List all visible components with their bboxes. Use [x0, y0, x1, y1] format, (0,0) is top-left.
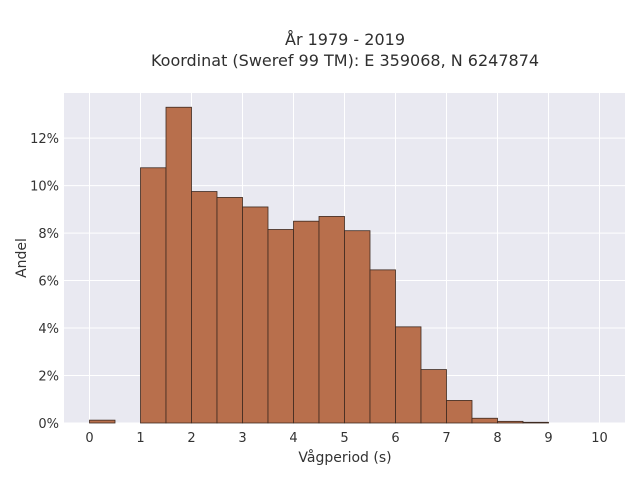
x-tick-label: 7: [442, 431, 450, 446]
chart-title-line1: År 1979 - 2019: [285, 30, 405, 49]
histogram-bar: [446, 400, 473, 424]
y-tick-label: 12%: [30, 132, 59, 147]
x-axis-label: Vågperiod (s): [298, 449, 391, 466]
histogram-bar: [522, 421, 549, 424]
y-axis-label: Andel: [14, 238, 30, 278]
x-tick-label: 9: [544, 431, 552, 446]
x-axis-ticks: 0 1 2 3 4 5 6 7 8 9 10: [85, 431, 607, 446]
histogram-bar: [497, 420, 524, 424]
histogram-bar: [191, 191, 218, 424]
histogram-bar: [471, 417, 498, 424]
x-tick-label: 0: [85, 431, 93, 446]
histogram-bar: [165, 106, 192, 424]
histogram-bar: [395, 326, 422, 424]
x-tick-label: 6: [391, 431, 399, 446]
x-tick-label: 5: [340, 431, 348, 446]
histogram-bar: [344, 230, 371, 424]
y-tick-label: 2%: [38, 370, 59, 385]
histogram-bar: [420, 369, 447, 424]
y-tick-label: 0%: [38, 417, 59, 432]
histogram-bar: [242, 206, 269, 424]
histogram-bar: [140, 167, 167, 424]
x-tick-label: 10: [591, 431, 608, 446]
y-axis-ticks: 0% 2% 4% 6% 8% 10% 12%: [30, 132, 59, 432]
y-tick-label: 4%: [38, 322, 59, 337]
histogram-bar: [267, 229, 294, 424]
histogram-bar: [89, 419, 116, 424]
x-tick-label: 8: [493, 431, 501, 446]
chart-title-line2: Koordinat (Sweref 99 TM): E 359068, N 62…: [151, 51, 539, 70]
histogram-bar: [369, 269, 396, 424]
x-tick-label: 2: [187, 431, 195, 446]
y-tick-label: 6%: [38, 275, 59, 290]
histogram-bar: [216, 197, 243, 424]
histogram-bar: [318, 216, 345, 424]
bars: [89, 106, 549, 424]
y-tick-label: 10%: [30, 180, 59, 195]
x-tick-label: 1: [136, 431, 144, 446]
y-tick-label: 8%: [38, 227, 59, 242]
x-tick-label: 3: [238, 431, 246, 446]
x-tick-label: 4: [289, 431, 297, 446]
histogram-bar: [293, 220, 320, 424]
